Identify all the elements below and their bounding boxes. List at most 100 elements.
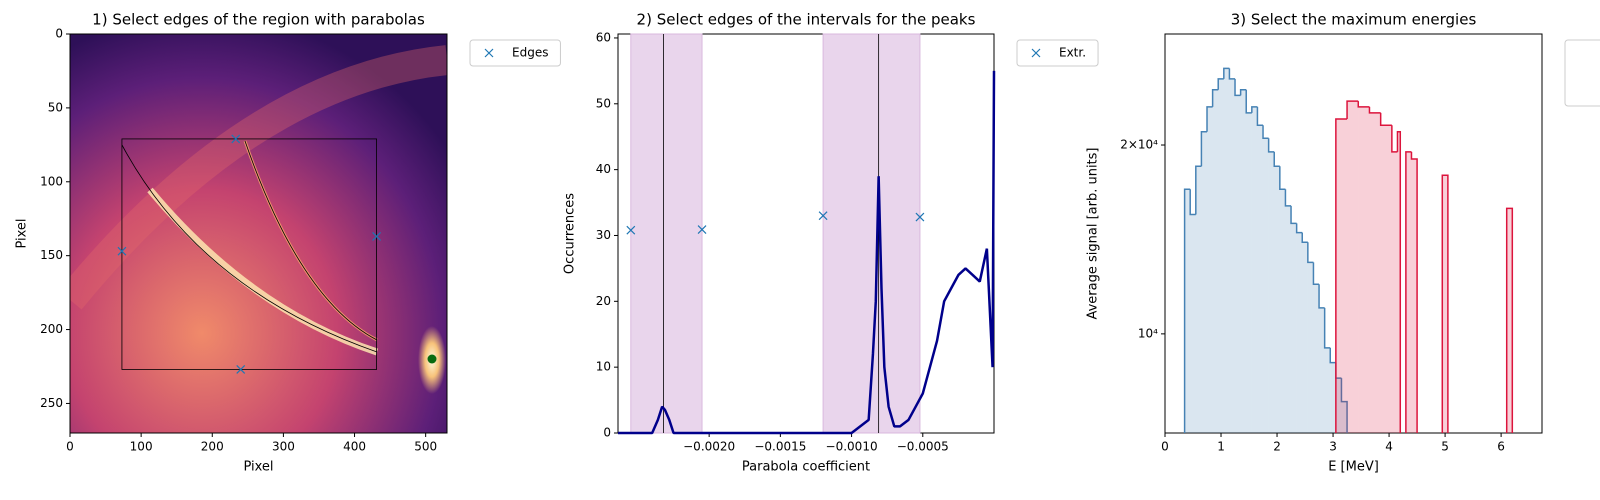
bar-outline [1335,118,1348,433]
bar [1347,101,1359,434]
panel: 2) Select edges of the intervals for the… [563,11,995,475]
x-axis-label: Parabola coefficient [742,460,870,475]
bar [1235,95,1241,433]
bar [1302,242,1308,433]
bar-outline [1290,205,1297,225]
x-tick-label: 6 [1497,440,1505,454]
bar [1190,214,1196,433]
histogram-line [618,70,996,435]
legend-label: Extr. [1059,46,1086,60]
bar-outline [1379,112,1392,127]
bar [1207,106,1213,433]
legend-label: Edges [512,46,548,60]
bar-outline [1251,106,1258,113]
y-tick-label: 250 [40,396,63,410]
axes-frame [1164,33,1543,434]
bar-outline [1368,106,1381,114]
marker [818,211,828,221]
y-tick-label: 0 [603,426,611,440]
bar-outline [1234,78,1241,97]
bar [1319,307,1325,433]
y-tick-label: 30 [596,228,611,242]
x-tick-label: −0.0020 [683,440,735,454]
y-tick-label: 40 [596,162,611,176]
axes-frame [69,33,448,434]
bar [1330,362,1336,433]
bar [1246,112,1252,433]
bar [1358,106,1370,433]
bar-outline [1357,101,1370,108]
bar-outline [1329,347,1336,364]
x-tick-label: 4 [1385,440,1393,454]
y-axis-label: Pixel [15,218,30,248]
bar-outline [1262,125,1269,140]
panel: 1) Select edges of the region with parab… [15,11,448,475]
y-tick-label: 0 [55,27,63,41]
y-tick-label: 50 [596,96,611,110]
x-tick-label: 100 [130,440,153,454]
x-tick-label: 0 [66,440,74,454]
bar-outline [1189,189,1196,216]
legend-box-cut [1564,39,1600,107]
bar [1268,151,1275,433]
bar [1240,89,1247,434]
x-tick-label: −0.0010 [826,440,878,454]
bar [1380,125,1392,433]
bar-outline [1396,130,1402,433]
bar [1201,131,1208,434]
y-tick-label: 100 [40,174,63,188]
bar-outline [1323,307,1331,349]
marker [236,365,246,374]
bar [1307,262,1314,433]
bar-outline [1441,174,1449,433]
bar-outline [1228,68,1236,80]
marker [626,225,636,235]
bar [1335,119,1348,434]
bar [1411,158,1418,433]
bar [1405,151,1412,433]
bar [1324,347,1331,433]
bar-outline [1284,189,1292,207]
legend-marker [484,48,494,58]
y-tick-label: 150 [40,248,63,262]
y-tick-label: 200 [40,322,63,336]
y-axis-label: Average signal [arb. units] [1086,147,1101,319]
marker [231,134,241,144]
bar-outline [1318,284,1325,309]
bar [1257,125,1264,433]
bar-outline [1307,242,1314,264]
bar-outline [1223,67,1230,79]
y-tick-label: 20 [596,294,611,308]
bar-outline [1391,125,1398,153]
y-tick-label: 50 [48,100,63,114]
bar-outline [1200,130,1208,167]
plot-area [1183,67,1514,434]
marker [117,246,127,256]
bar [1263,138,1269,433]
bar [1251,106,1258,433]
chart-title: 2) Select edges of the intervals for the… [637,11,976,29]
x-axis-label: E [MeV] [1328,460,1379,475]
y-axis-label: Occurrences [563,193,578,274]
bar-outline [1217,78,1224,90]
bar-outline [1183,188,1191,433]
marker [915,212,925,222]
legend: Extr. [1016,39,1099,67]
marker [697,225,707,234]
x-tick-label: 300 [272,440,295,454]
bar [1397,131,1401,434]
region-box [121,138,377,370]
bar-outline [1410,151,1418,433]
x-tick-label: 3 [1329,440,1337,454]
bar [1391,151,1398,433]
bar [1218,78,1224,433]
panel: 3) Select the maximum energies E [MeV] Ave… [1086,11,1543,475]
legend-box [1016,39,1099,67]
y-tick-label: 10⁴ [1138,326,1158,340]
bar [1313,284,1320,433]
bar [1279,189,1286,433]
bar-outline [1340,378,1348,433]
bar-outline [1346,100,1359,120]
bar [1184,189,1191,433]
legend-box [469,39,561,67]
